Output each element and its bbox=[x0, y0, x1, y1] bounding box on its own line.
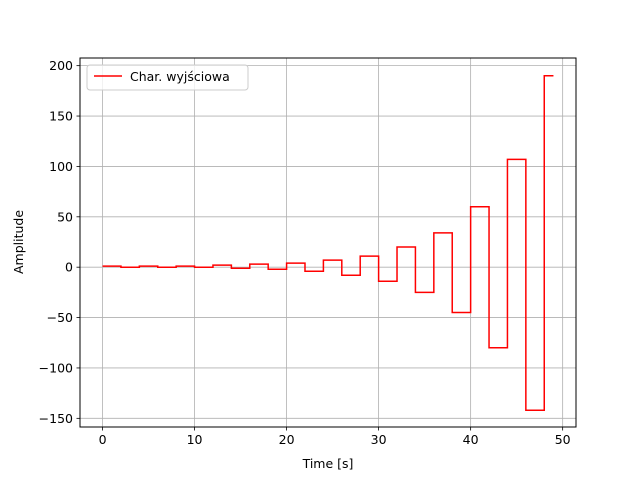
x-tick-label: 0 bbox=[99, 432, 107, 447]
y-tick-label: −150 bbox=[39, 411, 73, 426]
legend-box bbox=[86, 64, 249, 91]
x-tick-label: 50 bbox=[555, 432, 571, 447]
x-tick-label: 40 bbox=[463, 432, 479, 447]
plot-frame bbox=[79, 57, 577, 428]
x-tick-label: 20 bbox=[279, 432, 295, 447]
legend-label: Char. wyjściowa bbox=[130, 69, 230, 84]
y-tick-label: 200 bbox=[49, 58, 73, 73]
y-tick-label: −50 bbox=[47, 310, 73, 325]
y-tick-label: 150 bbox=[49, 109, 73, 124]
series-layer bbox=[102, 74, 554, 412]
y-axis-ticks: −150 −100 −50 0 50 100 150 200 bbox=[39, 58, 80, 426]
grid bbox=[80, 58, 576, 427]
y-tick-label: −100 bbox=[39, 360, 73, 375]
x-tick-label: 30 bbox=[371, 432, 387, 447]
legend: Char. wyjściowa bbox=[86, 64, 249, 91]
y-tick-label: 0 bbox=[65, 260, 73, 275]
y-axis-label: Amplitude bbox=[11, 210, 26, 274]
plot-area bbox=[80, 58, 576, 427]
x-tick-label: 10 bbox=[187, 432, 203, 447]
x-axis-label: Time [s] bbox=[302, 456, 354, 471]
y-tick-label: 50 bbox=[57, 209, 73, 224]
y-tick-label: 100 bbox=[49, 159, 73, 174]
x-axis-ticks: 0 10 20 30 40 50 bbox=[99, 427, 571, 447]
series-line bbox=[102, 74, 554, 412]
